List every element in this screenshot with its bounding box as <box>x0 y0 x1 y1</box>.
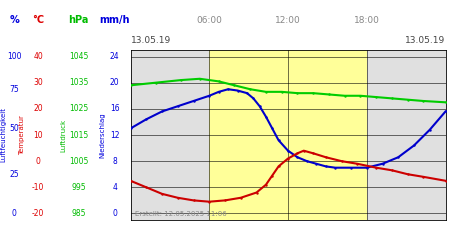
Text: Temperatur: Temperatur <box>19 115 26 155</box>
Text: 995: 995 <box>72 183 86 192</box>
Text: 4: 4 <box>112 183 117 192</box>
Text: 12: 12 <box>110 130 120 140</box>
Text: 0: 0 <box>12 209 17 218</box>
Text: 100: 100 <box>7 52 22 61</box>
Text: Erstellt: 12.05.2025 11:06: Erstellt: 12.05.2025 11:06 <box>135 212 227 218</box>
Text: 06:00: 06:00 <box>196 16 222 25</box>
Bar <box>367 50 446 220</box>
Text: °C: °C <box>32 15 44 25</box>
Text: 1015: 1015 <box>69 130 88 140</box>
Bar <box>209 50 367 220</box>
Text: 13.05.19: 13.05.19 <box>405 36 446 45</box>
Text: hPa: hPa <box>68 15 89 25</box>
Text: 1035: 1035 <box>69 78 89 87</box>
Text: 25: 25 <box>9 170 19 179</box>
Text: 0: 0 <box>36 157 40 166</box>
Text: 1025: 1025 <box>69 104 88 113</box>
Text: 75: 75 <box>9 85 19 94</box>
Text: 1005: 1005 <box>69 157 89 166</box>
Text: 30: 30 <box>33 78 43 87</box>
Text: 50: 50 <box>9 124 19 133</box>
Text: 24: 24 <box>110 52 120 61</box>
Text: -20: -20 <box>32 209 45 218</box>
Text: Luftfeuchtigkeit: Luftfeuchtigkeit <box>0 108 7 162</box>
Text: 18:00: 18:00 <box>354 16 380 25</box>
Text: 10: 10 <box>33 130 43 140</box>
Text: mm/h: mm/h <box>99 15 130 25</box>
Text: 1045: 1045 <box>69 52 89 61</box>
Text: 13.05.19: 13.05.19 <box>130 36 171 45</box>
Text: -10: -10 <box>32 183 45 192</box>
Text: 0: 0 <box>112 209 117 218</box>
Bar <box>130 50 209 220</box>
Text: 16: 16 <box>110 104 120 113</box>
Text: 8: 8 <box>112 157 117 166</box>
Text: 20: 20 <box>33 104 43 113</box>
Text: Niederschlag: Niederschlag <box>99 112 106 158</box>
Text: 985: 985 <box>72 209 86 218</box>
Text: 40: 40 <box>33 52 43 61</box>
Text: %: % <box>9 15 19 25</box>
Text: 20: 20 <box>110 78 120 87</box>
Text: 12:00: 12:00 <box>275 16 301 25</box>
Text: Luftdruck: Luftdruck <box>60 118 66 152</box>
